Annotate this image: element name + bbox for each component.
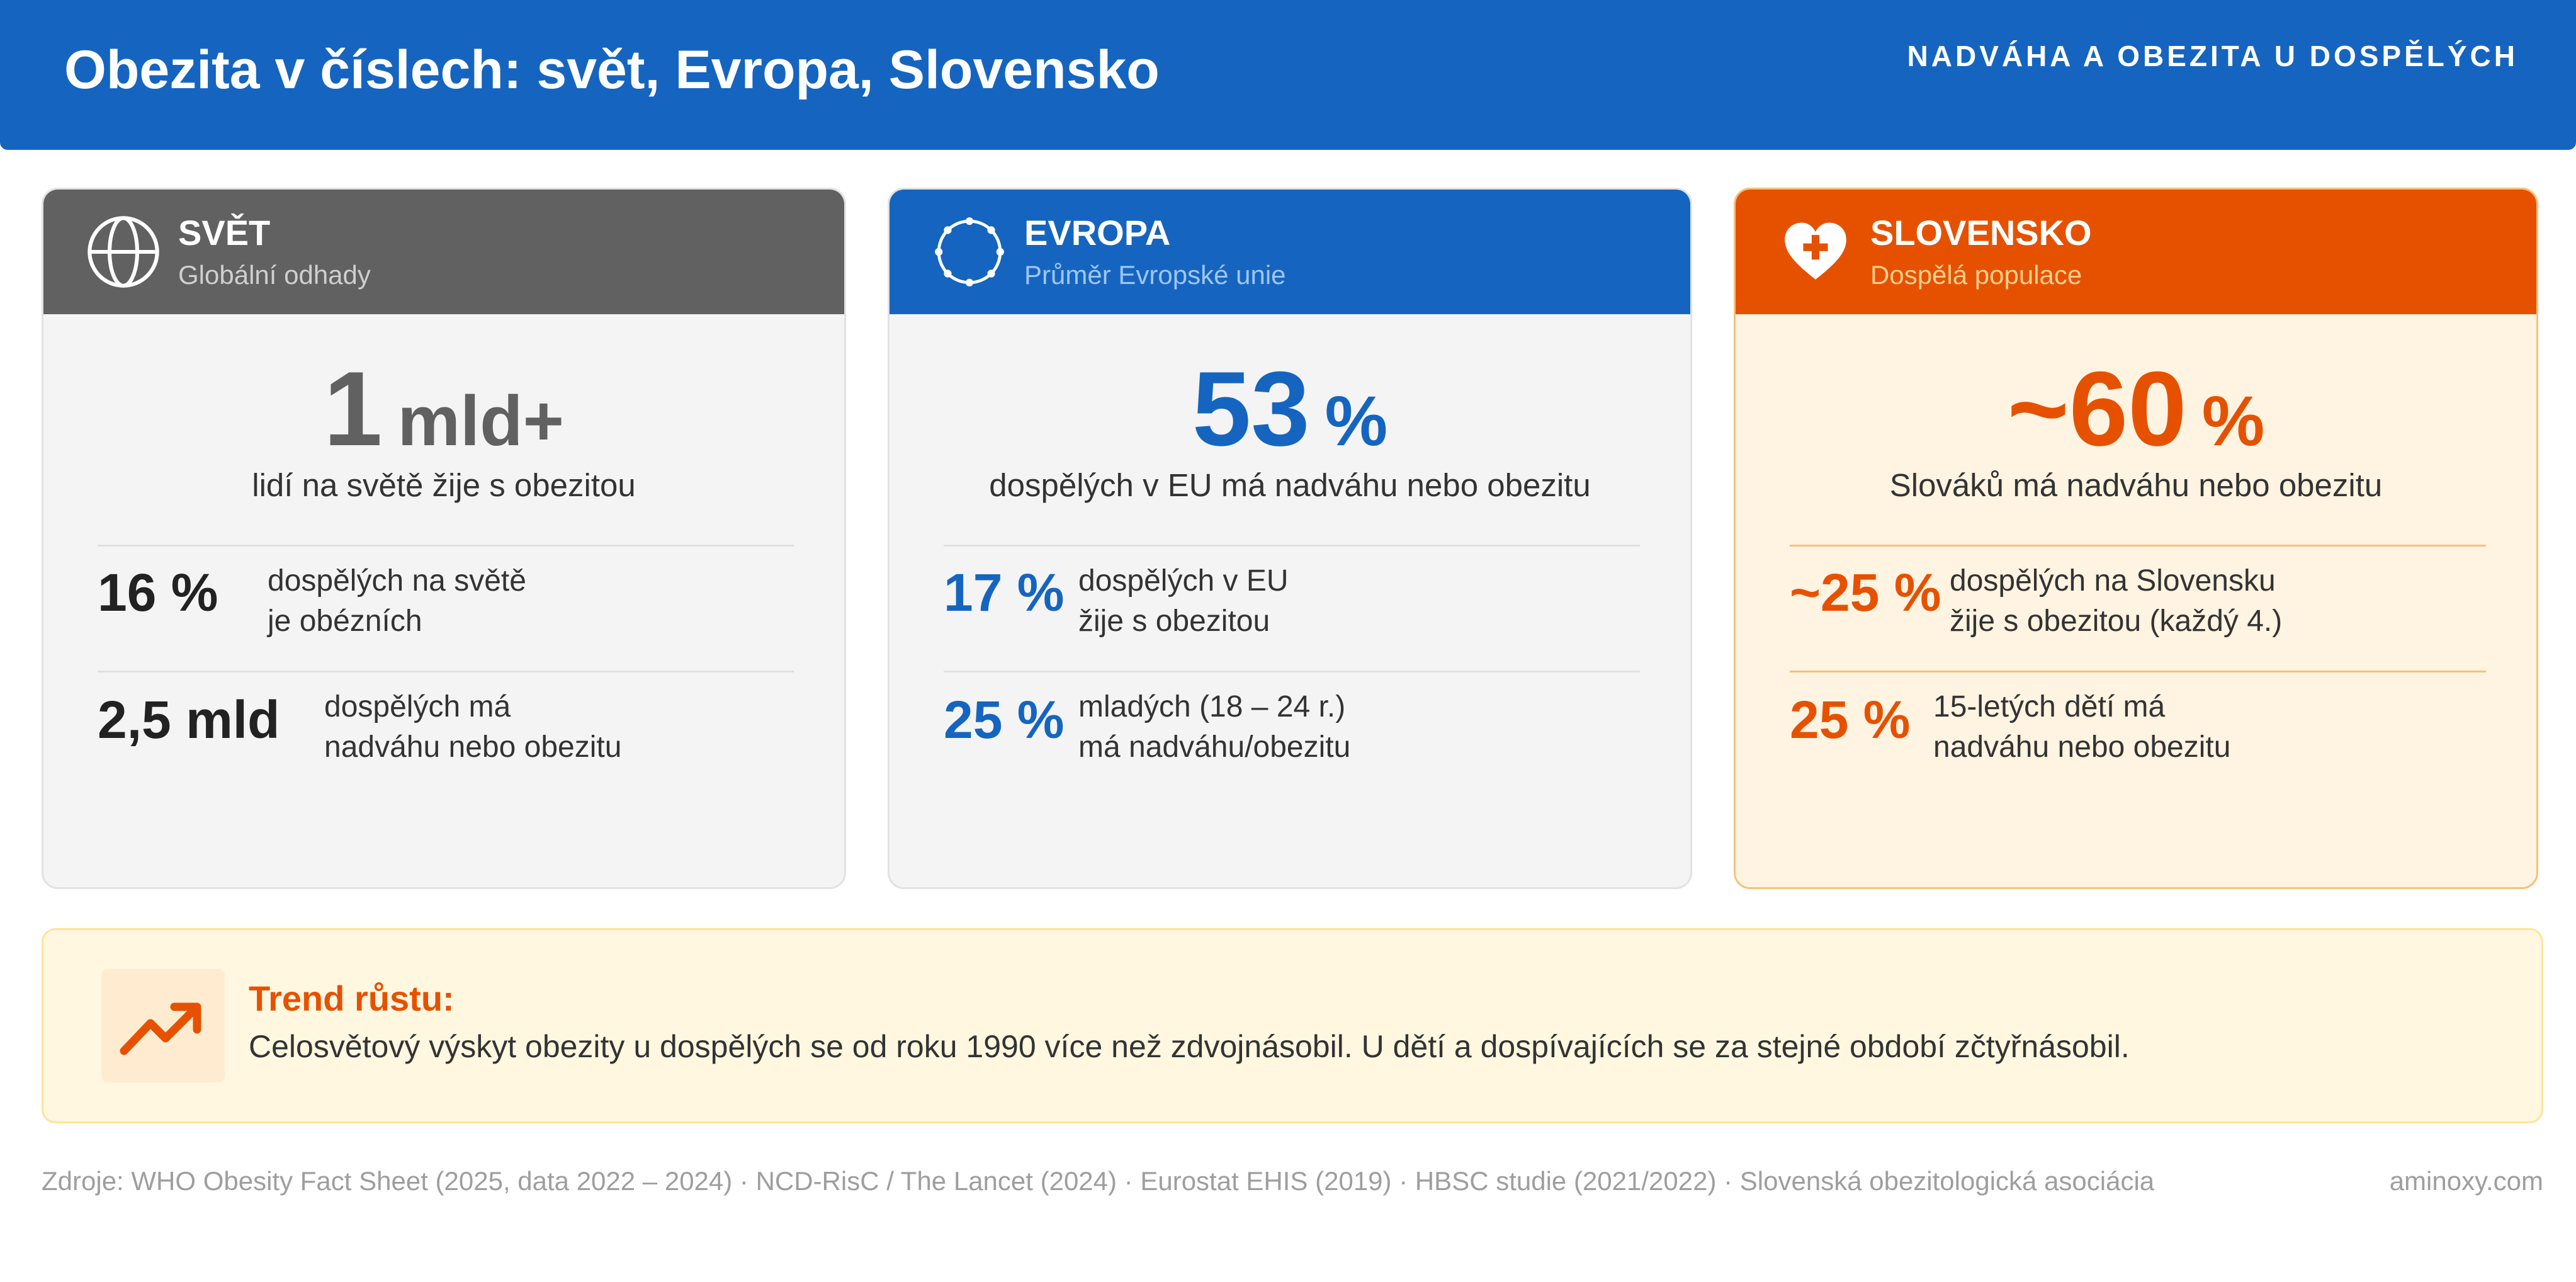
card-slovakia-big-stat: ~60% (1736, 348, 2536, 470)
card-world-subtitle: Globální odhady (178, 260, 371, 290)
card-slovakia-big-caption: Slováků má nadváhu nebo obezitu (1889, 467, 2383, 503)
big-unit: % (2201, 382, 2265, 460)
trend-text: Celosvětový výskyt obezity u dospělých s… (249, 1029, 2130, 1064)
big-unit: % (1325, 382, 1388, 460)
stat-text: 15-letých dětí má nadváhu nebo obezitu (1933, 687, 2230, 768)
divider (1790, 671, 2486, 672)
big-unit: mld+ (397, 382, 564, 460)
footer-site-link[interactable]: aminoxy.com (2389, 1166, 2543, 1196)
card-slovakia-subtitle: Dospělá populace (1870, 260, 2082, 290)
trending-up-icon (120, 1002, 201, 1055)
globe-icon (88, 216, 159, 288)
card-europe-big-stat: 53% (890, 348, 1690, 470)
stat-value: 17 % (944, 563, 1065, 622)
stat-line: má nadváhu/obezitu (1078, 730, 1351, 764)
trend-title: Trend růstu: (249, 979, 455, 1018)
divider (1790, 545, 2486, 547)
card-world-name: SVĚT (178, 213, 271, 252)
divider (944, 671, 1640, 672)
trend-icon-box (101, 969, 225, 1082)
page-subtitle: NADVÁHA A OBEZITA U DOSPĚLÝCH (1907, 40, 2518, 72)
big-value: ~60 (2007, 349, 2187, 468)
big-value: 53 (1192, 349, 1310, 468)
stat-line: nadváhu nebo obezitu (324, 730, 622, 764)
divider (98, 671, 794, 672)
stat-value: ~25 % (1790, 563, 1941, 622)
card-europe-header: EVROPA Průměr Evropské unie (890, 190, 1690, 314)
stars-circle-icon (935, 217, 1004, 286)
trend-box: Trend růstu: Celosvětový výskyt obezity … (42, 928, 2543, 1123)
card-europe-name: EVROPA (1024, 213, 1171, 252)
divider (944, 545, 1640, 547)
card-world-big-stat: 1 mld+ (43, 348, 844, 470)
stat-line: je obézních (268, 604, 422, 638)
stat-line: dospělých na světě (268, 564, 526, 598)
card-world-big-caption: lidí na světě žije s obezitou (252, 467, 636, 503)
header-bar: Obezita v číslech: svět, Evropa, Slovens… (0, 0, 2576, 150)
stat-text: dospělých má nadváhu nebo obezitu (324, 687, 621, 768)
card-world: SVĚT Globální odhady 1 mld+ lidí na světě… (42, 188, 846, 889)
card-slovakia: SLOVENSKO Dospělá populace ~60% Slováků … (1734, 188, 2538, 889)
stat-line: dospělých na Slovensku (1950, 564, 2276, 598)
stat-value: 2,5 mld (98, 690, 280, 749)
stat-line: nadváhu nebo obezitu (1933, 730, 2231, 764)
stat-value: 25 % (944, 690, 1065, 749)
card-slovakia-name: SLOVENSKO (1870, 213, 2092, 252)
card-europe-big-caption: dospělých v EU má nadváhu nebo obezitu (989, 467, 1591, 503)
card-europe: EVROPA Průměr Evropské unie 53% dospělýc… (888, 188, 1692, 889)
footer-sources: Zdroje: WHO Obesity Fact Sheet (2025, da… (42, 1166, 2155, 1196)
stat-line: 15-letých dětí má (1933, 690, 2166, 723)
card-europe-subtitle: Průměr Evropské unie (1024, 260, 1286, 290)
stat-text: dospělých na Slovensku žije s obezitou (… (1950, 561, 2282, 642)
stat-line: dospělých v EU (1078, 564, 1289, 598)
big-value: 1 (324, 349, 383, 468)
stat-line: žije s obezitou (každý 4.) (1950, 604, 2283, 638)
page-title: Obezita v číslech: svět, Evropa, Slovens… (64, 40, 1160, 100)
heart-plus-icon (1785, 222, 1846, 280)
stat-text: mladých (18 – 24 r.) má nadváhu/obezitu (1078, 687, 1350, 768)
divider (98, 545, 794, 547)
card-slovakia-header: SLOVENSKO Dospělá populace (1736, 190, 2536, 314)
stat-text: dospělých na světě je obézních (268, 561, 526, 642)
stat-line: žije s obezitou (1078, 604, 1270, 638)
stat-value: 16 % (98, 563, 218, 622)
stat-line: mladých (18 – 24 r.) (1078, 690, 1346, 723)
stat-text: dospělých v EU žije s obezitou (1078, 561, 1289, 642)
stat-value: 25 % (1790, 690, 1911, 749)
card-world-header: SVĚT Globální odhady (43, 190, 844, 314)
stat-line: dospělých má (324, 690, 511, 723)
